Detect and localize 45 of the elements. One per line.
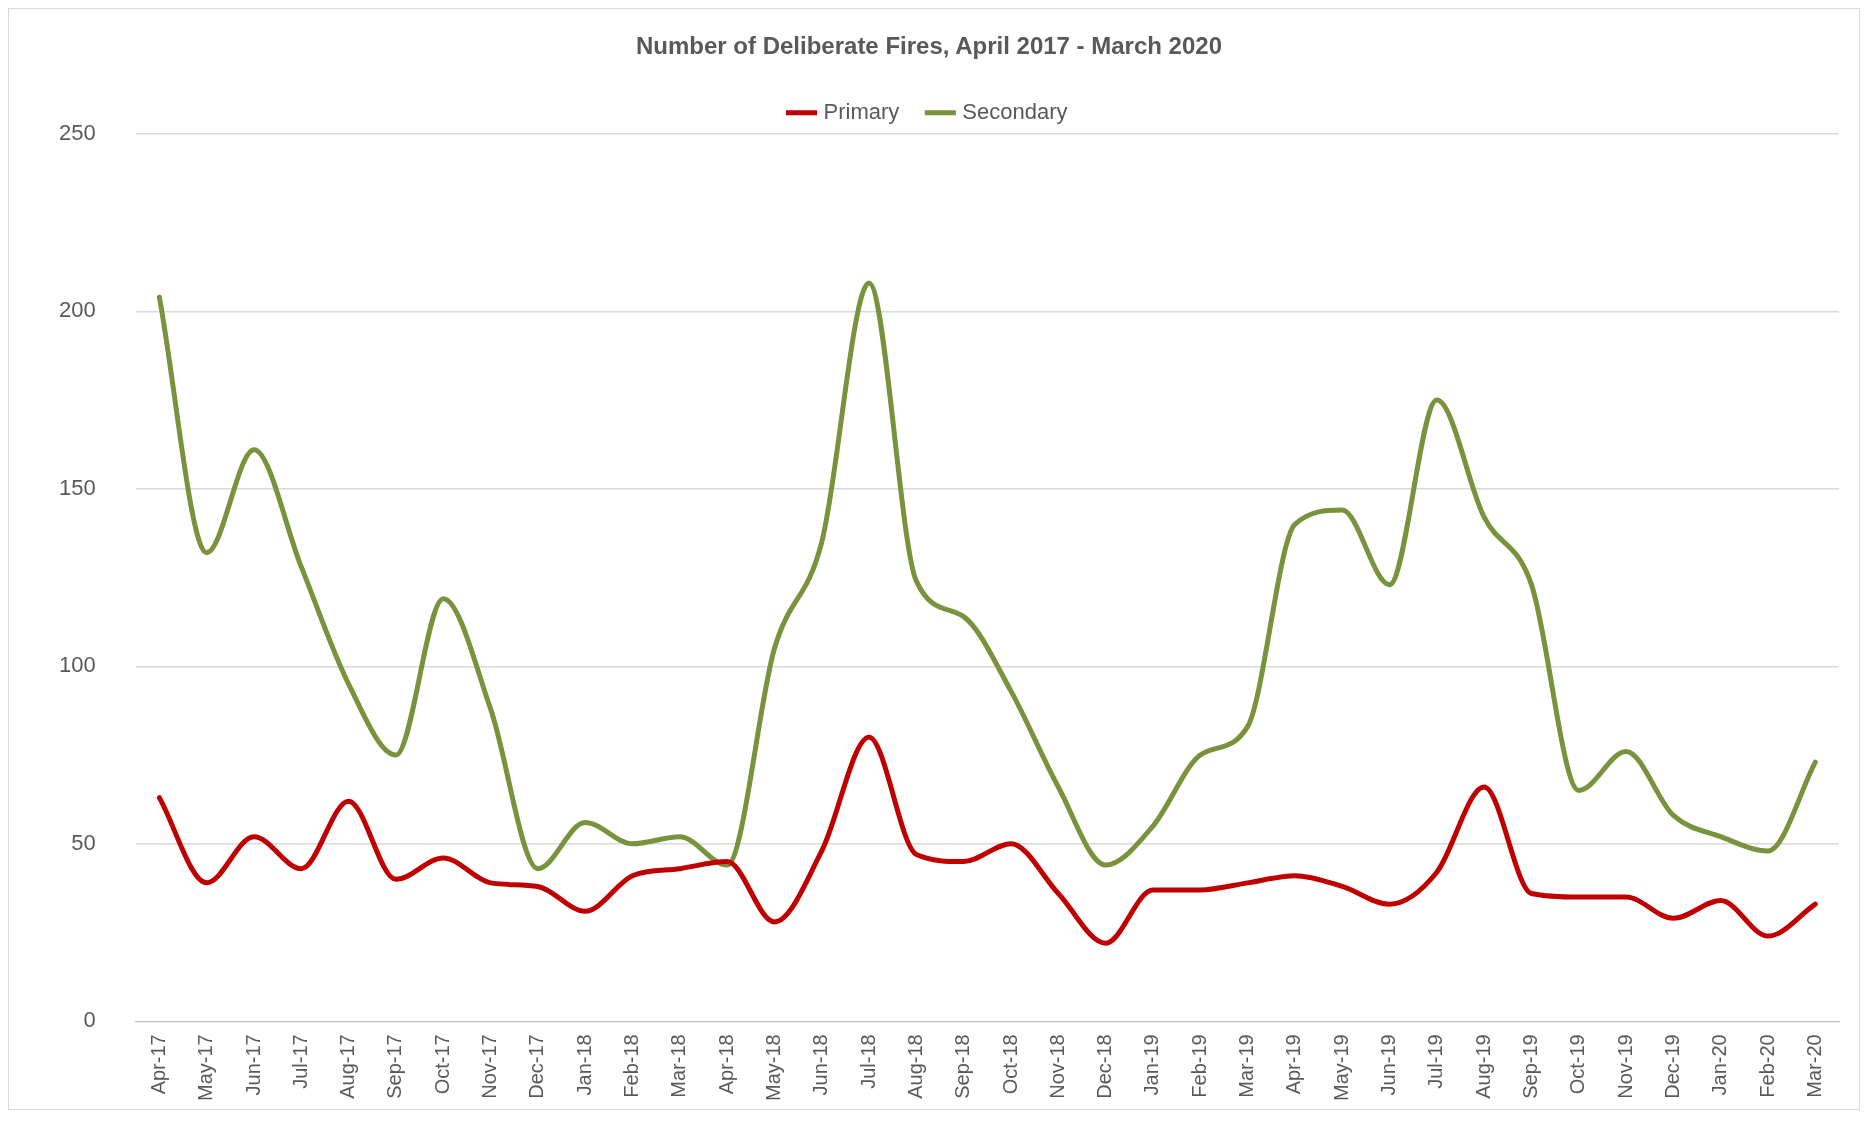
x-tick-label: May-19 [1329,1034,1352,1102]
x-tick-label: Apr-18 [714,1034,737,1095]
x-tick-label: Jun-17 [241,1034,264,1096]
x-tick-label: Jul-18 [856,1034,879,1089]
x-tick-label: Nov-17 [478,1034,501,1099]
x-tick-label: Dec-19 [1660,1034,1683,1099]
x-tick-label: Dec-18 [1093,1034,1116,1099]
x-tick-label: Mar-20 [1802,1034,1825,1098]
x-tick-label: Jan-18 [572,1034,595,1096]
x-tick-label: Jun-19 [1377,1034,1400,1096]
x-tick-label: Nov-19 [1613,1034,1636,1099]
x-tick-label: Aug-18 [903,1034,926,1099]
y-tick-label: 0 [83,1007,96,1033]
chart-title: Number of Deliberate Fires, April 2017 - March 2020 [636,32,1222,60]
x-tick-label: Aug-19 [1471,1034,1494,1099]
x-tick-label: Oct-18 [998,1034,1021,1095]
x-tick-label: Mar-19 [1235,1034,1258,1098]
x-tick-label: May-18 [761,1034,784,1102]
x-tick-label: Aug-17 [336,1034,359,1099]
x-tick-label: Oct-19 [1566,1034,1589,1095]
x-tick-label: Sep-19 [1518,1034,1541,1099]
x-tick-label: Jun-18 [809,1034,832,1096]
x-tick-label: Apr-17 [146,1034,169,1095]
x-tick-label: Feb-19 [1187,1034,1210,1098]
x-tick-label: Jan-20 [1708,1034,1731,1096]
x-tick-label: Sep-17 [383,1034,406,1099]
y-tick-label: 250 [58,119,96,145]
x-tick-label: Jan-19 [1140,1034,1163,1096]
legend-label: Primary [823,98,900,124]
y-tick-label: 100 [58,652,96,678]
x-tick-label: Nov-18 [1045,1034,1068,1099]
x-tick-label: Jul-19 [1424,1034,1447,1089]
y-tick-label: 50 [71,829,96,855]
x-tick-label: Mar-18 [667,1034,690,1098]
x-tick-label: Feb-20 [1755,1034,1778,1098]
y-tick-label: 200 [58,297,96,323]
x-tick-label: Jul-17 [288,1034,311,1089]
x-tick-label: Dec-17 [525,1034,548,1099]
x-tick-label: Apr-19 [1282,1034,1305,1095]
x-tick-label: Oct-17 [430,1034,453,1095]
x-tick-label: May-17 [194,1034,217,1102]
y-tick-label: 150 [58,474,96,500]
x-tick-label: Feb-18 [620,1034,643,1098]
x-tick-label: Sep-18 [951,1034,974,1099]
legend-label: Secondary [962,98,1068,124]
